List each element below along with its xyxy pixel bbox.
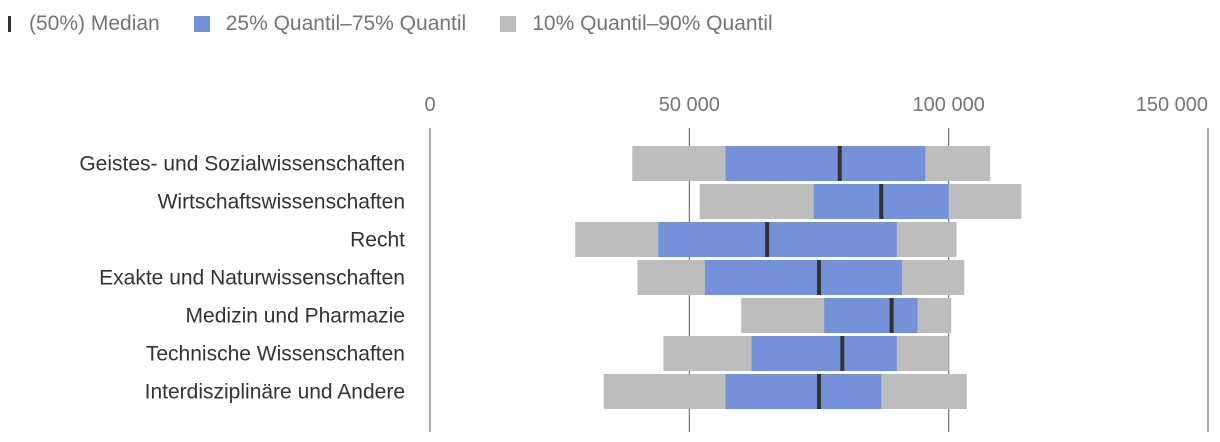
x-tick-label: 150 000 bbox=[1136, 94, 1208, 116]
legend-outer-swatch bbox=[500, 16, 517, 32]
median-marker bbox=[840, 336, 845, 371]
legend-iqr-swatch bbox=[193, 16, 210, 32]
legend-median-swatch bbox=[8, 16, 11, 32]
x-tick-label: 50 000 bbox=[659, 94, 720, 116]
category-label: Technische Wissenschaften bbox=[146, 343, 405, 366]
iqr-bar bbox=[751, 336, 897, 371]
iqr-bar bbox=[658, 222, 897, 257]
x-tick-label: 100 000 bbox=[913, 94, 985, 116]
legend-outer-label: 10% Quantil–90% Quantil bbox=[532, 12, 773, 35]
category-label: Medizin und Pharmazie bbox=[186, 305, 405, 328]
legend-item-median[interactable]: (50%) Median bbox=[8, 12, 160, 36]
median-marker bbox=[817, 260, 821, 295]
median-marker bbox=[879, 184, 884, 219]
median-marker bbox=[837, 146, 842, 181]
legend-iqr-label: 25% Quantil–75% Quantil bbox=[225, 12, 467, 35]
category-label: Geistes- und Sozialwissenschaften bbox=[79, 153, 405, 176]
chart-legend: (50%) Median 25% Quantil–75% Quantil 10%… bbox=[8, 12, 807, 36]
category-label: Exakte und Naturwissenschaften bbox=[99, 267, 405, 290]
legend-item-outer[interactable]: 10% Quantil–90% Quantil bbox=[500, 12, 773, 36]
median-marker bbox=[817, 374, 821, 409]
x-tick-label: 0 bbox=[424, 94, 435, 116]
legend-item-iqr[interactable]: 25% Quantil–75% Quantil bbox=[193, 12, 467, 36]
median-marker bbox=[765, 222, 770, 257]
category-label: Recht bbox=[350, 229, 405, 252]
median-marker bbox=[889, 298, 894, 333]
category-label: Interdisziplinäre und Andere bbox=[145, 381, 405, 404]
legend-median-label: (50%) Median bbox=[29, 12, 160, 35]
iqr-bar bbox=[824, 298, 918, 333]
iqr-bar bbox=[725, 146, 926, 181]
iqr-bar bbox=[725, 374, 882, 409]
category-label: Wirtschaftswissenschaften bbox=[158, 191, 405, 214]
iqr-bar bbox=[704, 260, 902, 295]
